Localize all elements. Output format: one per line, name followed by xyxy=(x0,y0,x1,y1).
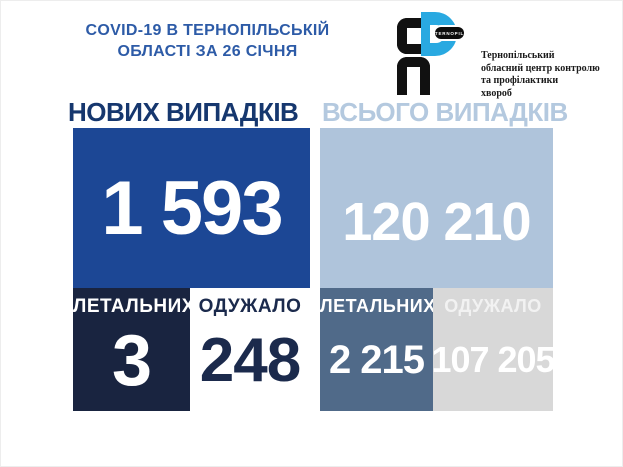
new-recovered-box: ОДУЖАЛО 248 xyxy=(190,288,310,411)
total-deaths-box: ЛЕТАЛЬНИХ 2 215 xyxy=(320,288,436,411)
total-recovered-label: ОДУЖАЛО xyxy=(444,296,542,316)
org-name-line3: та профілактики xyxy=(481,75,559,86)
org-name: Тернопільський обласний центр контролю т… xyxy=(481,50,606,100)
total-recovered-value: 107 205 xyxy=(431,339,555,380)
new-cases-header: НОВИХ ВИПАДКІВ xyxy=(68,97,299,127)
total-cases-box: 120 210 xyxy=(320,128,553,288)
new-deaths-label: ЛЕТАЛЬНИХ xyxy=(73,296,195,317)
org-name-line2: обласний центр контролю xyxy=(481,62,600,74)
total-cases-value: 120 210 xyxy=(342,192,531,252)
page-title: COVID-19 В ТЕРНОПІЛЬСЬКІЙ ОБЛАСТІ ЗА 26 … xyxy=(70,20,345,62)
new-recovered-value: 248 xyxy=(199,326,301,395)
total-deaths-value: 2 215 xyxy=(328,337,425,382)
org-name-line1: Тернопільський xyxy=(481,50,555,61)
new-deaths-value: 3 xyxy=(111,320,152,401)
logo-c-shape-top-icon xyxy=(397,18,429,54)
total-deaths-label: ЛЕТАЛЬНИХ xyxy=(320,296,436,316)
page-title-line2: ОБЛАСТІ ЗА 26 СІЧНЯ xyxy=(117,43,298,60)
org-name-line4: хвороб xyxy=(481,87,512,99)
total-recovered-box: ОДУЖАЛО 107 205 xyxy=(431,288,556,411)
page-title-line1: COVID-19 В ТЕРНОПІЛЬСЬКІЙ xyxy=(85,22,330,39)
logo-c-shape-bottom-icon xyxy=(397,57,430,95)
org-logo: TERNOPIL Тернопільський обласний центр к… xyxy=(391,10,606,100)
new-cases-value: 1 593 xyxy=(101,165,283,251)
new-cases-box: 1 593 xyxy=(73,128,310,288)
org-logo-icon: TERNOPIL xyxy=(391,10,481,96)
new-recovered-label: ОДУЖАЛО xyxy=(198,296,302,317)
total-cases-header: ВСЬОГО ВИПАДКІВ xyxy=(322,97,568,127)
logo-badge: TERNOPIL xyxy=(435,27,464,39)
new-deaths-box: ЛЕТАЛЬНИХ 3 xyxy=(73,288,195,411)
